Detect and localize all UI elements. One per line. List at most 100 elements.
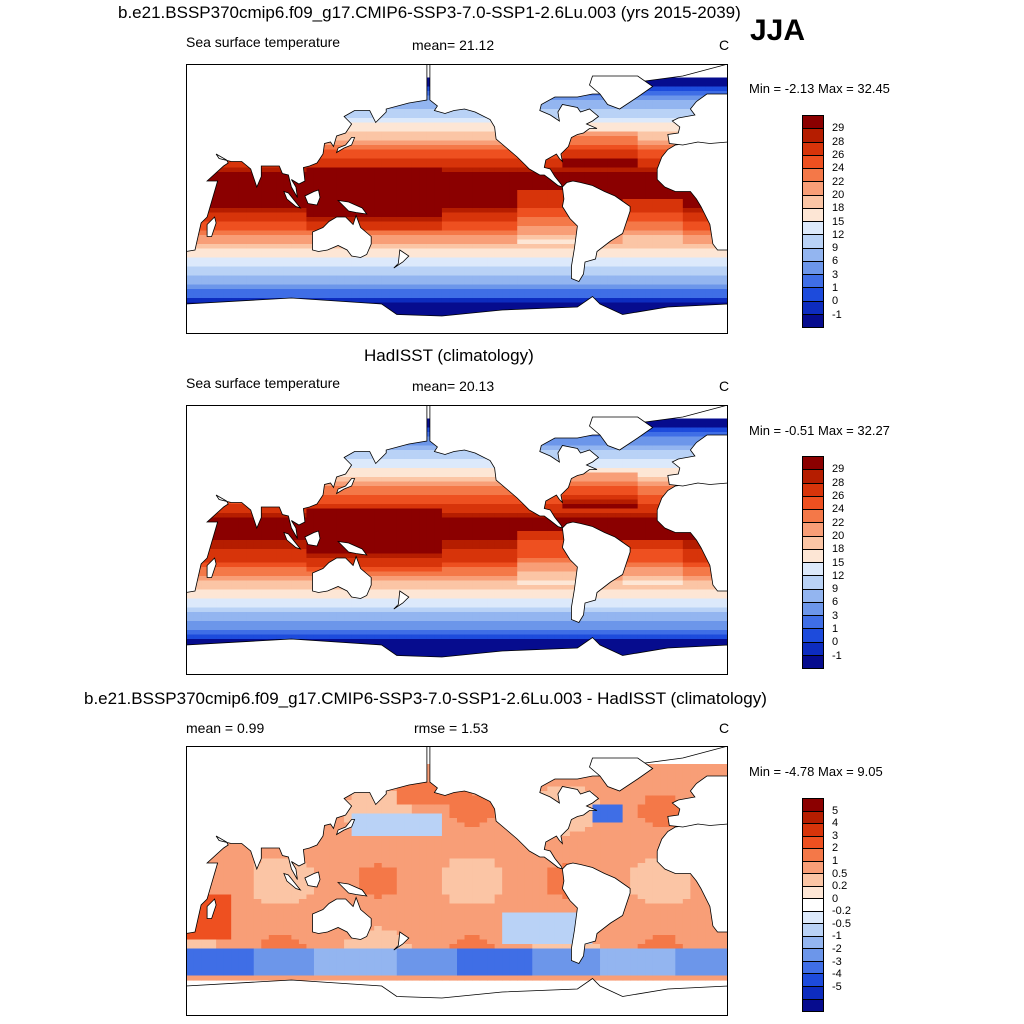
- land-mass: [561, 521, 631, 623]
- colorbar-label: 6: [832, 255, 839, 268]
- colorbar-swatch: [803, 510, 823, 524]
- land-mass: [393, 590, 410, 610]
- colorbar-label: -4: [832, 968, 842, 981]
- land-mass: [667, 775, 728, 828]
- land-mass: [335, 478, 356, 495]
- panel3-units-label: C: [719, 720, 730, 736]
- colorbar-swatch: [803, 235, 823, 249]
- colorbar-swatch: [803, 169, 823, 183]
- colorbar-swatch: [803, 116, 823, 130]
- map-frame: [186, 405, 728, 675]
- colorbar-label: 9: [832, 583, 839, 596]
- colorbar-label: 12: [832, 569, 845, 582]
- colorbar-swatch: [803, 576, 823, 590]
- colorbar-label: 3: [832, 268, 839, 281]
- land-mass: [561, 862, 631, 964]
- colorbar-label: 2: [832, 842, 839, 855]
- map-frame: [186, 64, 728, 334]
- colorbar-label: -1: [832, 649, 842, 662]
- land-mass: [667, 93, 728, 146]
- colorbar-swatch: [803, 974, 823, 987]
- land-mass: [589, 416, 654, 451]
- colorbar-swatch: [803, 182, 823, 196]
- colorbar-swatch: [803, 261, 823, 275]
- colorbar-swatch: [803, 616, 823, 630]
- colorbar-label: -1: [832, 308, 842, 321]
- colorbar-label: 1: [832, 623, 839, 636]
- colorbar-swatch: [803, 222, 823, 236]
- colorbar-label: 22: [832, 516, 845, 529]
- colorbar-label: 28: [832, 476, 845, 489]
- colorbar-label: 29: [832, 122, 845, 135]
- land-mass: [589, 757, 654, 792]
- colorbar-swatch: [803, 655, 823, 668]
- land-mass: [186, 977, 728, 1016]
- panel3-minmax: Min = -4.78 Max = 9.05: [749, 764, 883, 779]
- colorbar-label: 0.2: [832, 880, 848, 893]
- land-mass: [283, 190, 302, 209]
- colorbar-label: -1: [832, 930, 842, 943]
- panel3-rmse-label: rmse = 1.53: [414, 720, 489, 736]
- colorbar-swatch: [803, 629, 823, 643]
- panel1-title: b.e21.BSSP370cmip6.f09_g17.CMIP6-SSP3-7.…: [118, 3, 741, 22]
- panel2-mean-label: mean= 20.13: [412, 378, 495, 394]
- panel3-map: [186, 746, 728, 1016]
- panel1-colorbar: [802, 115, 824, 328]
- land-mass: [186, 746, 428, 934]
- colorbar-swatch: [803, 642, 823, 656]
- land-mass: [283, 531, 302, 550]
- colorbar-label: 3: [832, 829, 839, 842]
- land-mass: [336, 540, 368, 556]
- colorbar-label: 3: [832, 609, 839, 622]
- colorbar-label: 4: [832, 817, 839, 830]
- panel1-variable-label: Sea surface temperature: [186, 34, 341, 50]
- panel1-units-label: C: [719, 37, 730, 53]
- colorbar-swatch: [803, 155, 823, 169]
- colorbar-label: 1: [832, 854, 839, 867]
- land-mass: [589, 75, 654, 110]
- season-label: JJA: [750, 14, 806, 47]
- land-mass: [186, 64, 428, 252]
- colorbar-swatch: [803, 563, 823, 577]
- land-mass: [206, 216, 217, 237]
- ocean-field: [186, 746, 728, 1016]
- colorbar-label: 20: [832, 188, 845, 201]
- land-mass: [312, 555, 372, 599]
- colorbar-swatch: [803, 549, 823, 563]
- land-mass: [656, 479, 728, 592]
- land-mass: [667, 434, 728, 487]
- colorbar-swatch: [803, 301, 823, 315]
- land-mass: [656, 820, 728, 933]
- land-mass: [206, 898, 217, 919]
- map-frame: [186, 746, 728, 1016]
- colorbar-label: 18: [832, 202, 845, 215]
- land-mass: [186, 295, 728, 334]
- colorbar-label: 15: [832, 215, 845, 228]
- panel2-minmax: Min = -0.51 Max = 32.27: [749, 423, 890, 438]
- colorbar-swatch: [803, 849, 823, 862]
- colorbar-swatch: [803, 824, 823, 837]
- colorbar-swatch: [803, 208, 823, 222]
- colorbar-swatch: [803, 195, 823, 209]
- panel3-mean-label: mean = 0.99: [186, 720, 265, 736]
- colorbar-label: 18: [832, 543, 845, 556]
- colorbar-swatch: [803, 248, 823, 262]
- land-mass: [393, 249, 410, 269]
- colorbar-swatch: [803, 911, 823, 925]
- colorbar-label: 26: [832, 489, 845, 502]
- land-mass: [206, 557, 217, 578]
- colorbar-swatch: [803, 129, 823, 143]
- colorbar-label: 20: [832, 529, 845, 542]
- colorbar-swatch: [803, 861, 823, 875]
- ocean-field: [186, 405, 728, 675]
- colorbar-label: 0: [832, 892, 839, 905]
- colorbar-swatch: [803, 874, 823, 887]
- colorbar-label: 12: [832, 228, 845, 241]
- panel1-mean-label: mean= 21.12: [412, 37, 495, 53]
- panel3-title: b.e21.BSSP370cmip6.f09_g17.CMIP6-SSP3-7.…: [84, 689, 767, 708]
- land-mass: [304, 871, 321, 888]
- land-mass: [393, 931, 410, 951]
- colorbar-label: 28: [832, 135, 845, 148]
- colorbar-label: 24: [832, 503, 845, 516]
- panel2-units-label: C: [719, 378, 730, 394]
